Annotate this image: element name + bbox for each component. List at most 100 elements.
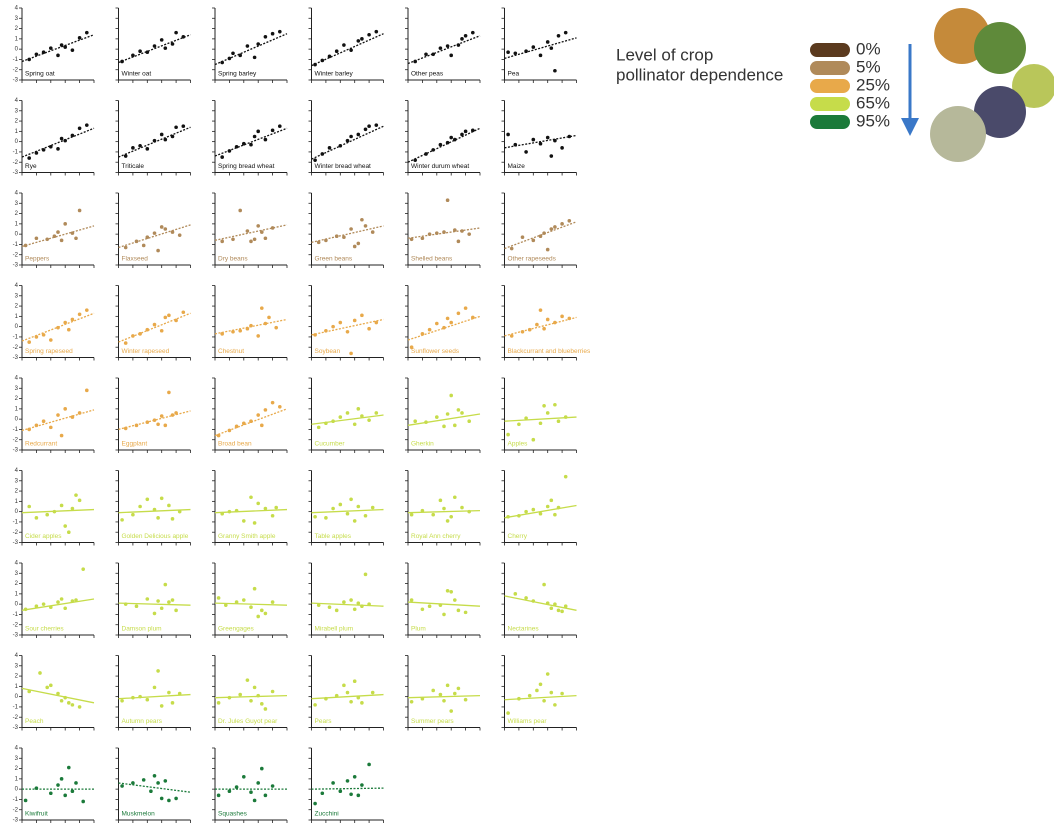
panel-label: Spring oat — [25, 71, 55, 78]
panel-label: Dry beans — [218, 256, 248, 263]
data-point — [120, 698, 124, 703]
panel-label: Spring rapeseed — [25, 348, 73, 355]
data-point — [467, 419, 472, 424]
data-point — [445, 519, 450, 523]
data-point — [449, 393, 454, 398]
panel-label: Mirabell plum — [315, 626, 354, 633]
panel-label: Spring barley — [218, 71, 257, 78]
data-point — [227, 695, 232, 700]
data-point — [338, 320, 343, 325]
panel-label: Granny Smith apple — [218, 533, 276, 540]
data-point — [545, 601, 550, 605]
data-point — [538, 141, 543, 146]
data-point — [413, 158, 418, 162]
data-point — [260, 230, 264, 234]
panel: Gherkin — [405, 377, 481, 453]
panel: -3 -2 -1 0 1 2 3 4 Sour cherries — [13, 561, 95, 639]
crop-photo — [1012, 64, 1054, 108]
trend-line — [214, 408, 288, 437]
data-point — [59, 136, 64, 141]
data-point — [256, 42, 261, 46]
data-point — [345, 138, 350, 143]
data-point — [152, 322, 157, 327]
data-point — [560, 222, 564, 226]
data-point — [324, 421, 328, 426]
data-point — [152, 773, 157, 778]
data-point — [413, 59, 418, 64]
data-point — [331, 324, 335, 329]
data-point — [445, 140, 450, 145]
data-point — [270, 784, 275, 788]
data-point — [245, 44, 250, 48]
panel-label: Nectarines — [508, 626, 540, 633]
panel-label: Triticale — [122, 163, 145, 170]
data-point — [506, 132, 510, 137]
data-point — [152, 611, 157, 616]
data-point — [324, 696, 328, 701]
data-point — [249, 790, 253, 795]
panel: Golden Delicious apple — [115, 470, 191, 546]
data-point — [167, 690, 171, 695]
y-tick-label: -3 — [13, 355, 19, 361]
data-point — [174, 125, 178, 130]
data-point — [553, 703, 557, 707]
y-tick-label: 4 — [15, 6, 19, 12]
data-point — [338, 789, 343, 793]
y-tick-label: 1 — [15, 406, 19, 412]
data-point — [156, 516, 160, 520]
y-tick-label: 4 — [15, 468, 19, 474]
data-point — [352, 519, 357, 523]
arrow-head — [901, 118, 919, 136]
data-point — [360, 217, 364, 222]
data-point — [63, 222, 67, 226]
data-point — [449, 514, 454, 519]
panel: Dry beans — [212, 192, 288, 268]
data-point — [152, 507, 157, 512]
trend-line — [311, 787, 384, 790]
panel-label: Cherry — [508, 533, 528, 540]
y-tick-label: 3 — [15, 16, 19, 22]
data-point — [506, 711, 510, 715]
data-point — [356, 601, 361, 605]
data-point — [517, 513, 521, 518]
data-point — [334, 234, 339, 238]
data-point — [27, 340, 32, 344]
data-point — [463, 306, 468, 310]
data-point — [456, 408, 461, 412]
data-point — [374, 123, 379, 127]
legend-swatch — [810, 97, 850, 111]
data-point — [252, 55, 257, 60]
panel: Spring barley — [212, 7, 288, 83]
data-point — [331, 419, 335, 424]
data-point — [420, 332, 425, 336]
data-point — [316, 240, 321, 245]
data-point — [320, 791, 325, 796]
data-point — [249, 605, 253, 610]
data-point — [338, 502, 343, 507]
data-point — [324, 328, 328, 333]
data-point — [435, 415, 439, 419]
panel: Triticale — [115, 100, 191, 176]
data-point — [159, 496, 164, 501]
data-point — [349, 227, 353, 231]
data-point — [227, 56, 232, 61]
data-point — [145, 235, 150, 240]
data-point — [163, 779, 168, 783]
data-point — [85, 123, 89, 127]
data-point — [27, 504, 32, 509]
data-point — [334, 608, 339, 613]
data-point — [245, 678, 250, 682]
data-point — [81, 567, 85, 571]
data-point — [545, 672, 550, 676]
y-tick-label: 2 — [15, 396, 19, 402]
data-point — [145, 420, 150, 425]
y-tick-label: -1 — [13, 335, 19, 341]
data-point — [41, 333, 46, 337]
data-point — [74, 493, 78, 497]
data-point — [260, 423, 264, 428]
data-point — [23, 798, 28, 803]
data-point — [156, 248, 160, 253]
data-point — [349, 48, 353, 52]
data-point — [409, 237, 414, 242]
data-point — [367, 32, 371, 37]
